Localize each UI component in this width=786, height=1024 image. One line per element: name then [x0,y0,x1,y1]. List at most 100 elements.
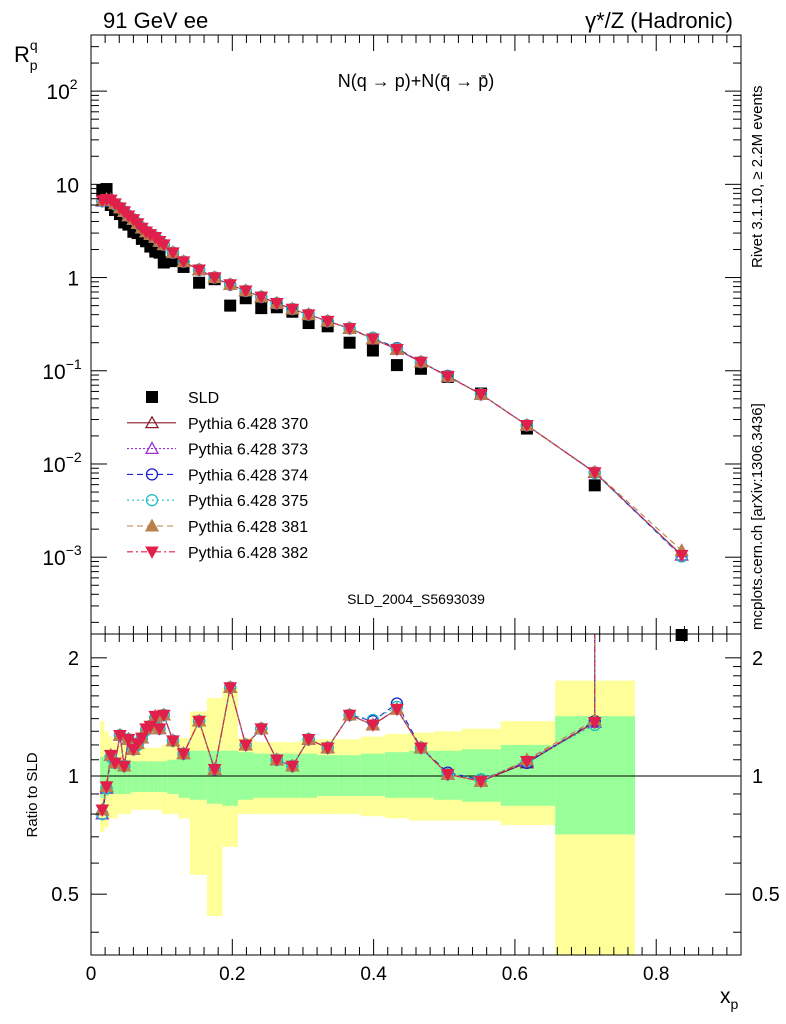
side-note-lower: mcplots.cern.ch [arXiv:1306.3436] [749,403,766,630]
legend-label: Pythia 6.428 381 [188,519,308,536]
main-point-s0-26 [343,336,356,349]
ratio-point-s5-16 [176,748,191,761]
main-ytick-label-3: 1 [67,268,79,291]
ratio-stat-band-19 [222,750,238,806]
ratio-point-s5-13 [152,723,167,736]
main-ytick-base: 10 [42,547,65,570]
side-note-upper: Rivet 3.1.10, ≥ 2.2M events [749,86,766,269]
ratio-stat-band-1 [104,758,109,796]
legend-marker [144,415,160,429]
ratio-ytick-label-right-1: 1 [752,766,763,788]
legend-entry-3: Pythia 6.428 374 [127,467,308,484]
main-point-s0-15 [166,255,179,268]
ratio-data-layer [95,634,602,821]
main-y-axis-label-sup: q [30,37,38,53]
main-point-s6-19 [223,279,238,292]
ratio-ytick-label-right-2: 2 [752,648,763,670]
main-ytick-label-5: 102 [46,76,77,104]
main-ytick-label-1: 10−2 [42,449,82,477]
main-point-s6-33 [587,467,602,480]
ratio-point-s5-9 [135,732,149,745]
main-ytick-label-4: 10 [56,174,79,197]
ratio-xtick-label-4: 0.8 [643,964,669,985]
ratio-point-s5-27 [366,719,380,732]
ratio-x-axis-label-base: x [720,985,731,1008]
ratio-series-line-5 [101,687,596,810]
legend-entry-4: Pythia 6.428 375 [127,493,308,510]
ratio-point-s5-14 [156,709,171,723]
ratio-point-s5-25 [320,742,335,755]
ratio-point-s5-28 [390,703,404,717]
ratio-stat-band-7 [131,761,136,793]
main-point-s0-28 [390,359,403,372]
main-point-s6-16 [176,256,191,269]
ratio-stat-band-11 [148,761,154,793]
ratio-stat-band-10 [143,761,149,793]
ratio-stat-band-4 [117,759,123,794]
main-point-s6-20 [238,285,253,298]
ratio-stat-band-29 [408,750,434,798]
ratio-y-ticks: 0.5 0.5 1 1 2 2 [51,648,780,933]
main-point-s6-25 [320,315,335,329]
ratio-point-s5-17 [192,715,206,729]
ratio-stat-band-18 [206,750,223,804]
legend-marker [144,441,160,455]
ratio-stat-band-6 [126,759,132,794]
main-ytick-exp: 2 [70,76,78,92]
main-point-s6-15 [166,247,180,260]
main-y-axis-label-base: R [14,42,30,67]
ratio-point-s5-5 [117,760,132,774]
main-point-s6-14 [156,239,171,252]
ratio-series-line-4 [101,687,596,810]
header-left: 91 GeV ee [103,8,208,33]
ratio-point-s5-31 [474,775,488,789]
ratio-point-s5-32 [520,756,534,769]
ratio-point-s5-19 [223,682,238,695]
legend-entry-6: Pythia 6.428 382 [127,545,308,562]
ratio-stat-band-16 [178,752,190,798]
main-point-s6-28 [390,343,404,357]
ratio-ytick-label-left-2: 2 [68,648,79,670]
ratio-point-s5-6 [121,734,136,747]
main-point-s6-30 [440,371,455,384]
main-point-s0-17 [193,276,206,289]
legend-label: Pythia 6.428 373 [188,442,308,459]
main-point-s0-33 [588,479,601,492]
ratio-stat-band-15 [167,759,179,794]
main-point-s0-14 [157,256,170,269]
ratio-point-s5-0 [95,804,110,817]
ratio-stat-band-33 [555,716,636,835]
legend-label: Pythia 6.428 375 [188,493,308,510]
main-point-s0-1 [100,183,113,196]
ratio-point-s5-26 [342,709,357,723]
ratio-x-axis-label: xp [720,985,739,1012]
legend-label: Pythia 6.428 374 [188,467,308,484]
ratio-stat-band-27 [360,753,385,796]
main-point-s0-21 [255,302,268,315]
ratio-point-s5-24 [301,734,316,747]
ratio-point-s5-30 [440,769,455,782]
main-ytick-exp: −3 [66,542,82,558]
legend-marker [145,468,159,481]
main-point-s6-27 [366,333,380,346]
ratio-point-s5-29 [414,742,428,755]
main-point-s0-34 [675,629,688,641]
ratio-x-axis-label-sub: p [731,996,739,1012]
ratio-point-s5-22 [269,754,284,767]
legend-label: Pythia 6.428 370 [188,416,308,433]
main-point-s6-26 [342,323,357,336]
ratio-xtick-label-1: 0.2 [219,964,245,985]
ratio-stat-band-2 [108,759,113,794]
ratio-point-s5-20 [238,739,253,752]
main-y-axis-label: Rq p [14,37,38,73]
main-point-s6-17 [192,264,206,277]
main-ytick-base: 10 [42,361,65,384]
main-point-s6-31 [474,388,488,402]
ratio-xtick-label-0: 0 [86,964,97,985]
main-ytick-label-2: 10−1 [42,356,82,384]
ratio-point-s5-1 [99,781,114,794]
legend-marker [145,546,159,559]
ratio-stat-band-28 [384,752,409,798]
